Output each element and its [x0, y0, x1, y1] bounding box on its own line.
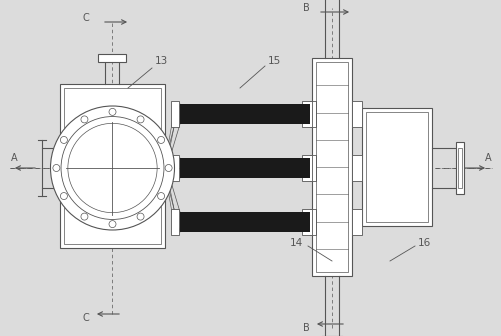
Circle shape	[109, 109, 116, 115]
Text: B: B	[302, 323, 309, 333]
Bar	[310, 155, 315, 181]
Circle shape	[157, 136, 164, 143]
Bar	[180, 104, 310, 124]
Text: 15: 15	[268, 56, 281, 66]
Bar	[365, 112, 427, 222]
Bar	[180, 158, 310, 178]
Circle shape	[51, 106, 174, 230]
Circle shape	[81, 116, 88, 123]
Bar	[171, 209, 179, 235]
Text: C: C	[83, 13, 89, 23]
Circle shape	[53, 165, 60, 171]
Bar	[361, 108, 431, 226]
Text: A: A	[484, 153, 490, 163]
Circle shape	[81, 213, 88, 220]
Bar	[310, 101, 315, 127]
Bar	[180, 212, 310, 232]
Bar	[64, 88, 161, 244]
Circle shape	[109, 221, 116, 227]
Circle shape	[165, 165, 172, 171]
Text: B: B	[302, 3, 309, 13]
Bar	[60, 84, 165, 248]
Bar	[98, 54, 126, 62]
Text: 13: 13	[155, 56, 168, 66]
Bar	[351, 209, 361, 235]
Bar	[302, 209, 312, 235]
Circle shape	[60, 193, 67, 200]
Circle shape	[137, 213, 144, 220]
Bar	[310, 209, 315, 235]
Bar	[315, 62, 347, 272]
Circle shape	[60, 136, 67, 143]
Bar	[455, 142, 463, 194]
Bar	[457, 148, 461, 188]
Circle shape	[157, 193, 164, 200]
Text: C: C	[83, 313, 89, 323]
Circle shape	[137, 116, 144, 123]
Text: 16: 16	[417, 238, 430, 248]
Bar	[351, 155, 361, 181]
Bar	[312, 58, 351, 276]
Bar	[302, 155, 312, 181]
Text: 14: 14	[290, 238, 303, 248]
Bar	[171, 101, 179, 127]
Text: A: A	[11, 153, 17, 163]
Bar	[171, 155, 179, 181]
Bar	[351, 101, 361, 127]
Bar	[302, 101, 312, 127]
